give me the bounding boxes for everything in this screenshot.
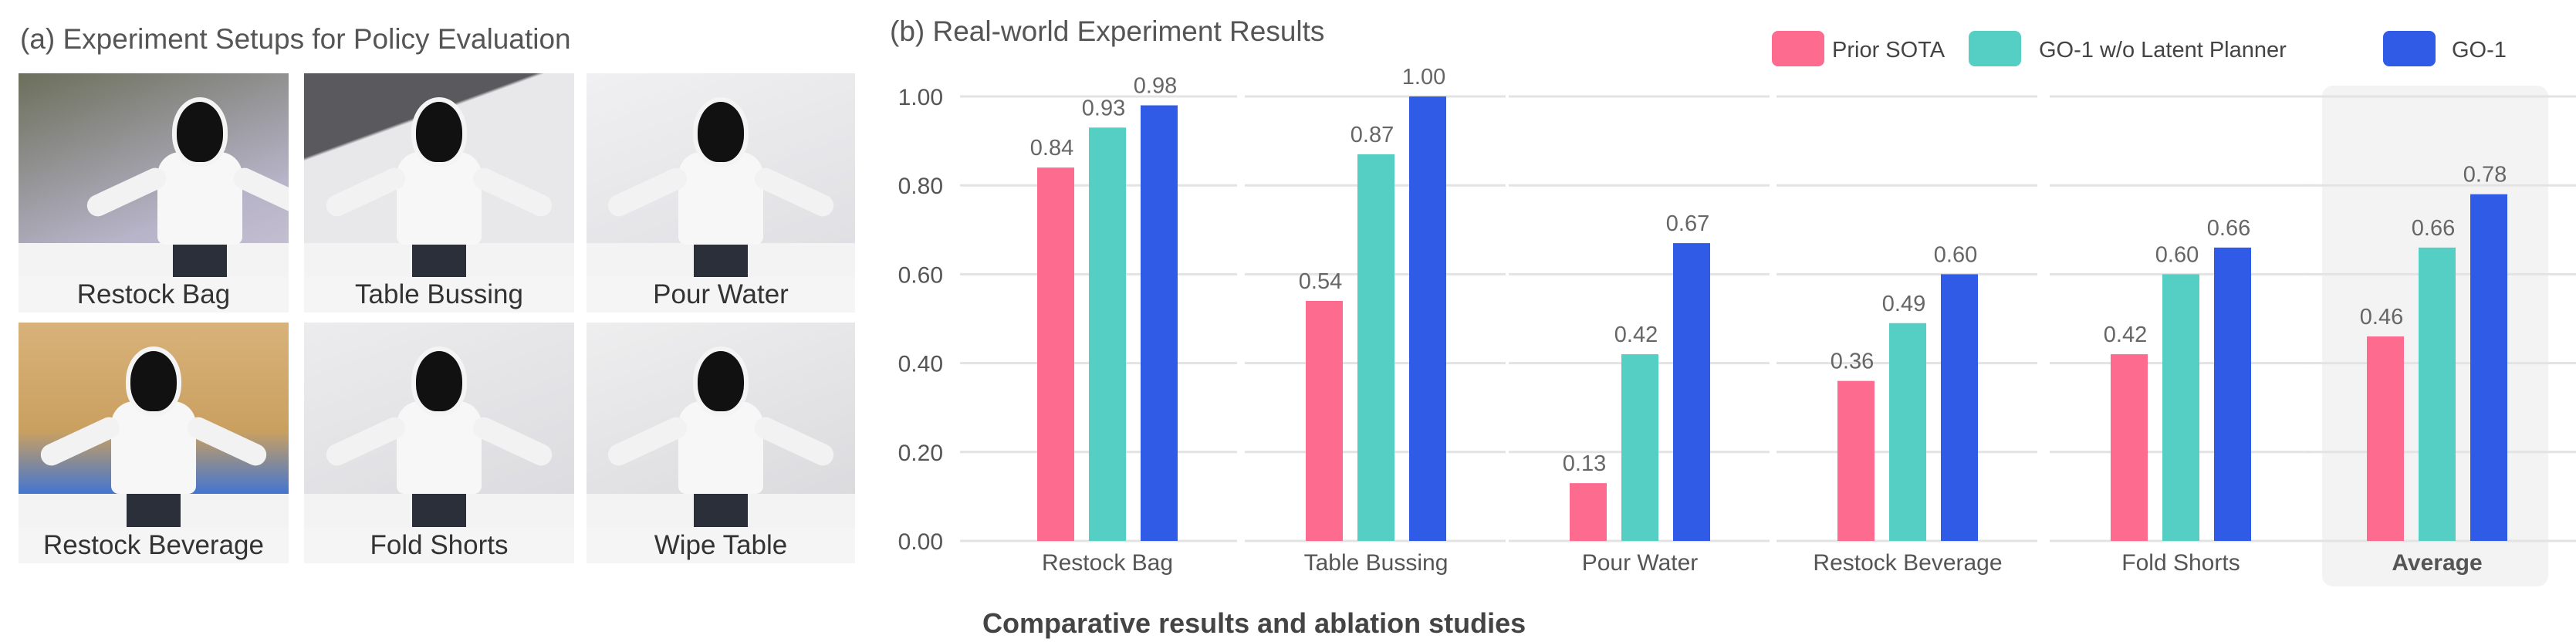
bar-go-1-w-o-latent-planner bbox=[1621, 354, 1658, 541]
photo-label: Table Bussing bbox=[304, 277, 574, 313]
experiment-photo: Wipe Table bbox=[587, 323, 855, 563]
bar-value-label: 0.60 bbox=[2155, 242, 2199, 267]
left-panel-title: (a) Experiment Setups for Policy Evaluat… bbox=[20, 23, 571, 55]
bar-go-1 bbox=[1409, 96, 1446, 541]
bar-value-label: 1.00 bbox=[1402, 65, 1445, 90]
robot-torso bbox=[157, 152, 242, 245]
experiment-photo: Restock Bag bbox=[19, 73, 289, 313]
bar-go-1 bbox=[1141, 105, 1178, 541]
bar-go-1 bbox=[1941, 274, 1978, 541]
bar-go-1-w-o-latent-planner bbox=[1889, 323, 1926, 541]
x-tick-label: Average bbox=[2392, 550, 2482, 576]
bar-value-label: 0.66 bbox=[2412, 216, 2455, 241]
bar-go-1 bbox=[2214, 247, 2251, 541]
y-tick-label: 0.00 bbox=[898, 529, 943, 555]
bar-value-label: 0.98 bbox=[1134, 74, 1177, 99]
bar-value-label: 0.84 bbox=[1030, 136, 1073, 160]
bar-value-label: 0.42 bbox=[2104, 323, 2147, 347]
experiment-photo: Restock Beverage bbox=[19, 323, 289, 563]
robot-head bbox=[411, 346, 467, 417]
robot-torso bbox=[397, 401, 482, 495]
bar-go-1-w-o-latent-planner bbox=[1089, 127, 1126, 541]
bar-prior-sota bbox=[1306, 300, 1343, 541]
robot-torso bbox=[678, 152, 763, 245]
experiment-photo: Table Bussing bbox=[304, 73, 574, 313]
bar-prior-sota bbox=[1837, 380, 1875, 541]
experiment-photo: Fold Shorts bbox=[304, 323, 574, 563]
bar-go-1-w-o-latent-planner bbox=[2419, 247, 2456, 541]
x-tick-label: Table Bussing bbox=[1304, 550, 1449, 576]
bar-prior-sota bbox=[1037, 167, 1074, 541]
legend-swatch bbox=[1772, 31, 1824, 66]
chart-caption: Comparative results and ablation studies bbox=[982, 607, 1526, 639]
bar-prior-sota bbox=[2367, 336, 2404, 541]
legend-label: Prior SOTA bbox=[1832, 38, 1946, 63]
bar-value-label: 0.78 bbox=[2463, 163, 2507, 188]
x-tick-label: Fold Shorts bbox=[2121, 550, 2240, 576]
bar-go-1 bbox=[2470, 194, 2507, 541]
robot-head bbox=[693, 97, 749, 167]
photo-label: Restock Bag bbox=[19, 277, 289, 313]
experiment-photo: Pour Water bbox=[587, 73, 855, 313]
bar-value-label: 0.49 bbox=[1882, 292, 1925, 316]
y-tick-label: 0.80 bbox=[898, 174, 943, 199]
bar-value-label: 0.87 bbox=[1351, 123, 1394, 147]
legend-label: GO-1 w/o Latent Planner bbox=[2039, 38, 2287, 63]
bar-prior-sota bbox=[1570, 483, 1607, 541]
bar-go-1 bbox=[1673, 243, 1710, 541]
bar-value-label: 0.67 bbox=[1666, 211, 1709, 236]
robot-head bbox=[172, 97, 228, 167]
robot-head bbox=[411, 97, 467, 167]
robot-head bbox=[693, 346, 749, 417]
bar-go-1-w-o-latent-planner bbox=[2162, 274, 2199, 541]
bar-value-label: 0.66 bbox=[2207, 216, 2250, 241]
chart-title: (b) Real-world Experiment Results bbox=[890, 15, 1325, 47]
legend-swatch bbox=[1969, 31, 2021, 66]
legend-label: GO-1 bbox=[2452, 38, 2507, 63]
robot-torso bbox=[397, 152, 482, 245]
y-tick-label: 0.20 bbox=[898, 441, 943, 466]
photo-label: Fold Shorts bbox=[304, 528, 574, 563]
photo-label: Pour Water bbox=[587, 277, 855, 313]
bar-value-label: 0.46 bbox=[2360, 305, 2403, 329]
bar-value-label: 0.60 bbox=[1934, 242, 1977, 267]
bar-value-label: 0.42 bbox=[1614, 323, 1658, 347]
bar-value-label: 0.93 bbox=[1082, 96, 1125, 120]
x-tick-label: Pour Water bbox=[1582, 550, 1699, 576]
bar-go-1-w-o-latent-planner bbox=[1357, 154, 1394, 541]
robot-torso bbox=[111, 401, 196, 495]
robot-head bbox=[126, 346, 181, 417]
photo-label: Wipe Table bbox=[587, 528, 855, 563]
x-tick-label: Restock Bag bbox=[1042, 550, 1173, 576]
y-tick-label: 1.00 bbox=[898, 85, 943, 110]
photo-label: Restock Beverage bbox=[19, 528, 289, 563]
bar-prior-sota bbox=[2111, 354, 2148, 541]
bar-value-label: 0.13 bbox=[1563, 451, 1606, 476]
bar-value-label: 0.36 bbox=[1831, 350, 1874, 374]
x-tick-label: Restock Beverage bbox=[1813, 550, 2002, 576]
bar-value-label: 0.54 bbox=[1299, 269, 1342, 294]
robot-torso bbox=[678, 401, 763, 495]
y-tick-label: 0.60 bbox=[898, 262, 943, 288]
legend-swatch bbox=[2383, 31, 2436, 66]
y-tick-label: 0.40 bbox=[898, 352, 943, 377]
